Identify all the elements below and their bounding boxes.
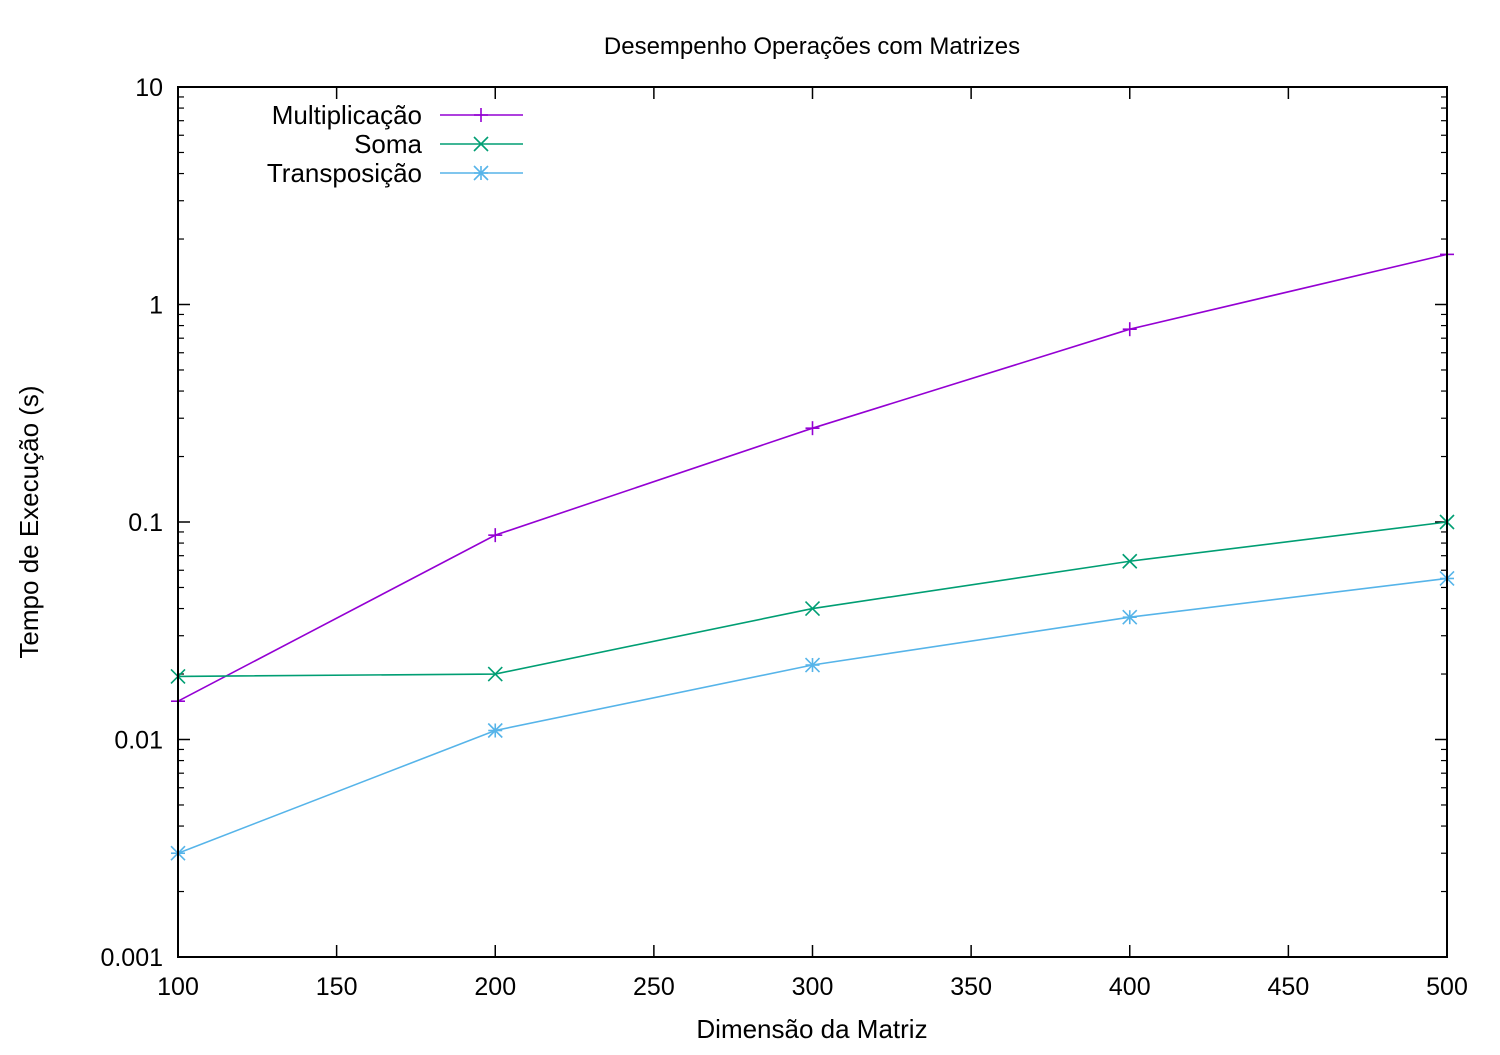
data-point — [1122, 553, 1138, 569]
data-point — [487, 722, 503, 739]
y-tick-label: 0.01 — [114, 727, 163, 755]
series-layer — [170, 247, 1455, 861]
x-tick-label: 350 — [950, 973, 992, 1001]
legend-marker — [473, 136, 489, 152]
x-tick-labels: 100 150 200 250 300 350 400 450 500 — [157, 973, 1468, 1001]
legend-label: Transposição — [267, 158, 422, 188]
legend-label: Soma — [354, 129, 422, 159]
x-tick-label: 300 — [792, 973, 834, 1001]
x-tick-label: 450 — [1268, 973, 1310, 1001]
data-point — [1122, 322, 1137, 337]
x-tick-label: 250 — [633, 973, 675, 1001]
x-tick-label: 150 — [316, 973, 358, 1001]
data-point — [1122, 609, 1138, 625]
data-point — [805, 421, 820, 436]
plot-frame — [177, 86, 1448, 958]
data-point — [804, 657, 821, 673]
y-axis-label: Tempo de Execução (s) — [14, 385, 44, 658]
x-tick-label: 200 — [474, 973, 516, 1001]
x-tick-label: 500 — [1426, 973, 1468, 1001]
legend-label: Multiplicação — [272, 100, 422, 130]
x-tick-label: 100 — [157, 973, 199, 1001]
y-tick-label: 0.001 — [100, 944, 163, 972]
legend-marker — [473, 165, 489, 181]
data-point — [487, 666, 503, 682]
y-tick-label: 1 — [149, 292, 163, 320]
data-point — [804, 600, 821, 617]
y-tick-labels: 0.001 0.01 0.1 1 10 — [100, 74, 163, 972]
x-tick-label: 400 — [1109, 973, 1151, 1001]
legend-marker — [474, 108, 488, 122]
data-point — [488, 528, 503, 543]
y-tick-label: 10 — [135, 74, 163, 102]
x-axis-label: Dimensão da Matriz — [696, 1014, 927, 1044]
y-tick-label: 0.1 — [128, 509, 163, 537]
chart-title: Desempenho Operações com Matrizes — [604, 33, 1020, 60]
